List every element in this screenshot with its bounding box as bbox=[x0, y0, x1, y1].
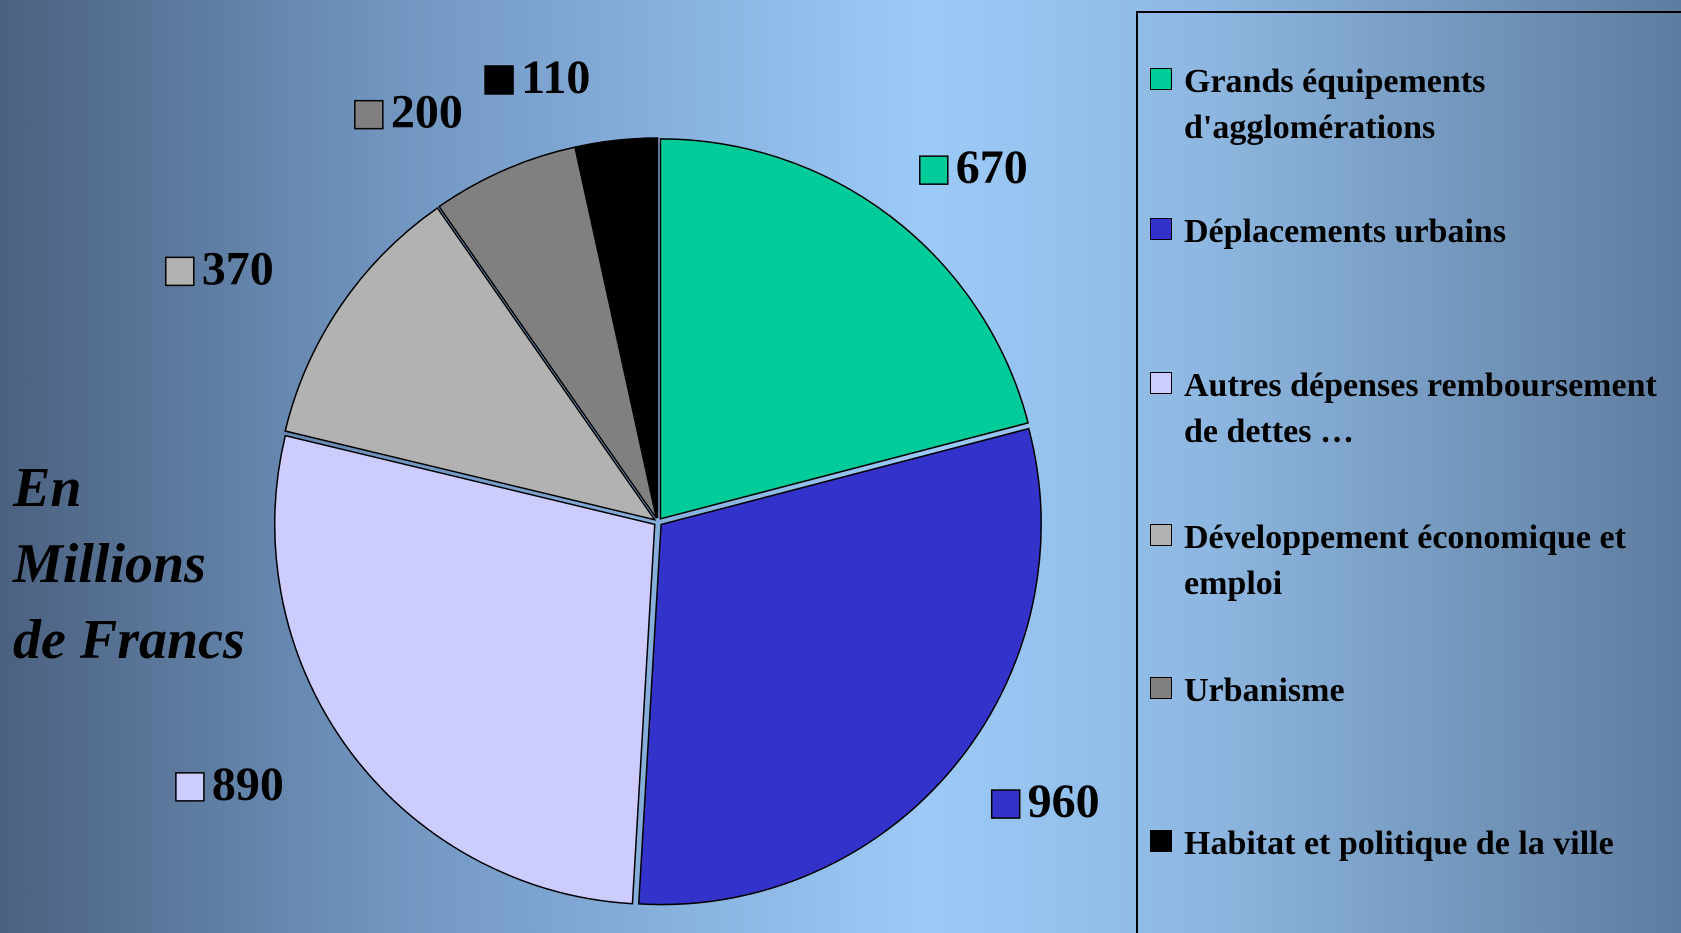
data-label: 890 bbox=[212, 758, 284, 811]
label-swatch bbox=[354, 99, 384, 130]
legend-label: Habitat et politique de la ville bbox=[1184, 825, 1614, 862]
annotation-line: Millions bbox=[13, 533, 206, 595]
data-label: 960 bbox=[1028, 775, 1100, 828]
legend-item: Développement économique et emploi bbox=[1150, 515, 1681, 607]
slice bbox=[274, 434, 656, 905]
legend-swatch bbox=[1150, 372, 1172, 394]
legend-item: Autres dépenses remboursement de dettes … bbox=[1150, 363, 1681, 455]
legend-label: Grands équipements d'agglomérations bbox=[1184, 63, 1486, 146]
label-swatch bbox=[165, 256, 195, 287]
label-swatch bbox=[484, 65, 514, 95]
legend-swatch bbox=[1150, 68, 1172, 90]
data-label: 110 bbox=[521, 51, 590, 104]
legend-swatch bbox=[1150, 830, 1172, 852]
legend-item: Habitat et politique de la ville bbox=[1150, 821, 1681, 867]
slice bbox=[438, 146, 658, 519]
annotation-line: de Francs bbox=[13, 609, 245, 671]
legend-item: Grands équipements d'agglomérations bbox=[1150, 59, 1681, 151]
legend-swatch bbox=[1150, 677, 1172, 699]
data-label: 670 bbox=[956, 141, 1028, 194]
legend-item: Déplacements urbains bbox=[1150, 209, 1681, 255]
legend-swatch bbox=[1150, 218, 1172, 240]
label-swatch bbox=[175, 772, 205, 802]
legend-swatch bbox=[1150, 524, 1172, 546]
slice bbox=[637, 427, 1042, 906]
slice bbox=[575, 137, 659, 519]
slice bbox=[659, 138, 1030, 520]
legend-label: Développement économique et emploi bbox=[1184, 519, 1626, 602]
label-swatch bbox=[990, 789, 1021, 819]
legend-item: Urbanisme bbox=[1150, 668, 1681, 714]
label-swatch bbox=[919, 155, 949, 185]
data-label: 200 bbox=[391, 86, 463, 139]
legend: Grands équipements d'agglomérations Dépla… bbox=[1136, 11, 1681, 933]
legend-label: Autres dépenses remboursement de dettes … bbox=[1184, 367, 1657, 450]
data-label: 370 bbox=[202, 242, 274, 295]
legend-label: Urbanisme bbox=[1184, 672, 1345, 709]
slice bbox=[284, 206, 657, 521]
annotation-line: En bbox=[13, 457, 82, 519]
annotation: En Millions de Francs bbox=[13, 450, 245, 678]
legend-label: Déplacements urbains bbox=[1184, 213, 1507, 250]
